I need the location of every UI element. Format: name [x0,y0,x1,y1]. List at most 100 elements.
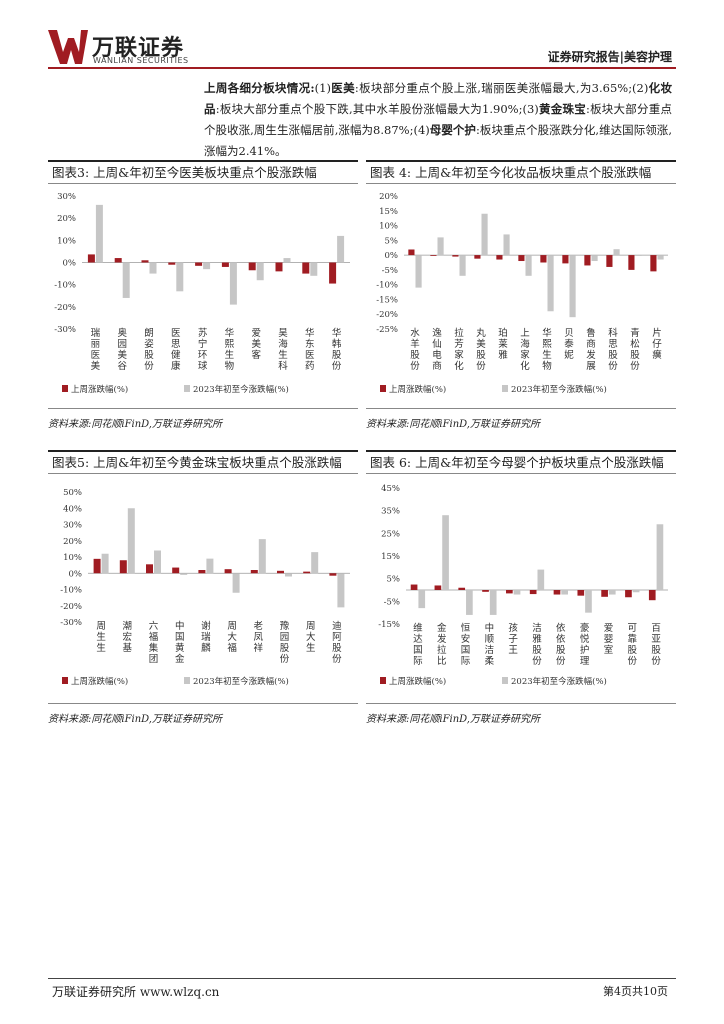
category-label: 医 [91,350,101,361]
category-label: 华 [225,327,235,339]
category-label: 思 [171,339,181,350]
bar-ytd [561,590,568,595]
category-label: 比 [437,655,447,667]
category-label: 理 [580,656,590,667]
category-label: 莱 [498,338,508,350]
bar-week [553,590,561,595]
category-label: 家 [454,349,464,361]
category-label: 金 [437,622,447,634]
chart-medical-aesthetics: 30%20%10%0%-10%-20%-30% 瑞丽医美奥园美谷朗姿股份医思健康苏… [54,192,350,395]
category-label: 仔 [652,338,662,350]
category-label: 股 [608,350,618,361]
bar-week [506,590,513,594]
y-tick-label: 25% [381,529,400,539]
bar-week [141,260,149,263]
category-label: 丸 [476,327,486,339]
bar-week [410,584,418,590]
y-tick-label: 50% [63,488,82,498]
figure-3: 图表3: 上周&年初至今医美板块重点个股涨跌幅 30% 20% 10% 0% -10% -… [48,160,358,430]
category-label: 际 [461,656,471,667]
bar-ytd [310,262,318,276]
wanlian-logo-icon [48,30,88,64]
category-label: 中 [485,622,495,634]
category-label: 亚 [651,634,661,645]
summary-paragraph: 上周各细分板块情况:(1)医美:板块部分重点个股上涨,瑞丽医美涨幅最大,为3.6… [204,81,673,158]
page-number: 第4页共10页 [603,985,668,998]
y-tick-label: 45% [381,484,400,494]
figure-4: 图表 4: 上周&年初至今化妆品板块重点个股涨跌幅 20% 15% 10% 5% 0% -… [366,160,676,430]
category-label: 园 [117,339,127,350]
y-tick-label: 35% [381,507,400,517]
report-type-header: 证券研究报告|美容护理 [547,50,672,64]
category-label: 股 [410,350,420,361]
category-label: 鲁 [586,327,596,339]
legend-swatch-ytd [184,385,190,392]
category-label: 拉 [454,327,464,339]
category-label: 姿 [144,338,154,350]
bar-ytd [206,558,214,574]
category-label: 羊 [410,338,420,350]
bar-week [529,590,537,595]
legend-swatch-week [62,677,68,684]
category-label: 份 [532,655,542,667]
category-label: 生 [96,642,106,654]
category-label: 周 [306,621,316,632]
bar-week [302,262,310,274]
bar-ytd [442,515,449,590]
bar-ytd [283,258,291,263]
category-label: 国 [413,645,423,656]
bar-ytd [232,573,240,593]
category-label: 金 [175,653,185,665]
category-label: 拉 [437,644,447,656]
category-label: 片 [652,327,662,339]
category-label: 丽 [91,339,101,350]
category-label: 顺 [485,634,495,645]
legend-swatch-week [380,677,386,684]
category-label: 商 [432,360,442,372]
category-label: 麟 [201,642,211,654]
category-label: 华 [542,327,552,339]
figure-6: 图表 6: 上周&年初至今母婴个护板块重点个股涨跌幅 45% 35% 25% 15% 5… [366,450,676,725]
y-tick-label: -20% [60,602,82,612]
category-label: 逸 [432,328,442,339]
bar-week [408,249,415,256]
category-label: 老 [254,620,264,632]
category-label: 六 [149,620,159,632]
figure-title: 图表3: 上周&年初至今医美板块重点个股涨跌幅 [48,160,358,184]
figure-title: 图表5: 上周&年初至今黄金珠宝板块重点个股涨跌幅 [48,450,358,474]
bar-ytd [513,590,521,595]
bar-week [198,570,206,574]
y-tick-label: 10% [379,222,398,232]
category-label: 华 [332,327,342,339]
category-label: 韩 [332,338,342,350]
bar-week [601,590,608,597]
category-label: 上 [520,328,530,339]
bar-week [562,255,569,264]
category-label: 靠 [628,633,638,645]
bar-week [584,255,591,266]
y-tick-label: -10% [60,586,82,596]
category-label: 客 [251,349,261,361]
category-label: 昊 [278,328,288,339]
bar-ytd [95,204,103,263]
category-label: 达 [413,633,423,645]
category-label: 环 [198,350,208,361]
logo-chinese-name: 万联证券 [92,36,185,61]
bar-week [172,567,180,574]
category-label: 雅 [532,633,542,645]
category-label: 柔 [485,656,495,667]
category-label: 仙 [432,338,442,350]
category-label: 生 [278,349,288,361]
bar-ytd [127,508,135,574]
bar-ytd [122,262,130,298]
category-label: 美 [251,338,261,350]
category-label: 水 [410,327,420,339]
category-label: 周 [96,621,106,632]
category-label: 科 [278,360,288,372]
bar-week [606,255,613,267]
bar-ytd [256,262,264,281]
category-label: 股 [332,643,342,654]
bar-week [224,569,232,574]
bar-week [277,570,284,574]
category-label: 祥 [254,642,264,654]
